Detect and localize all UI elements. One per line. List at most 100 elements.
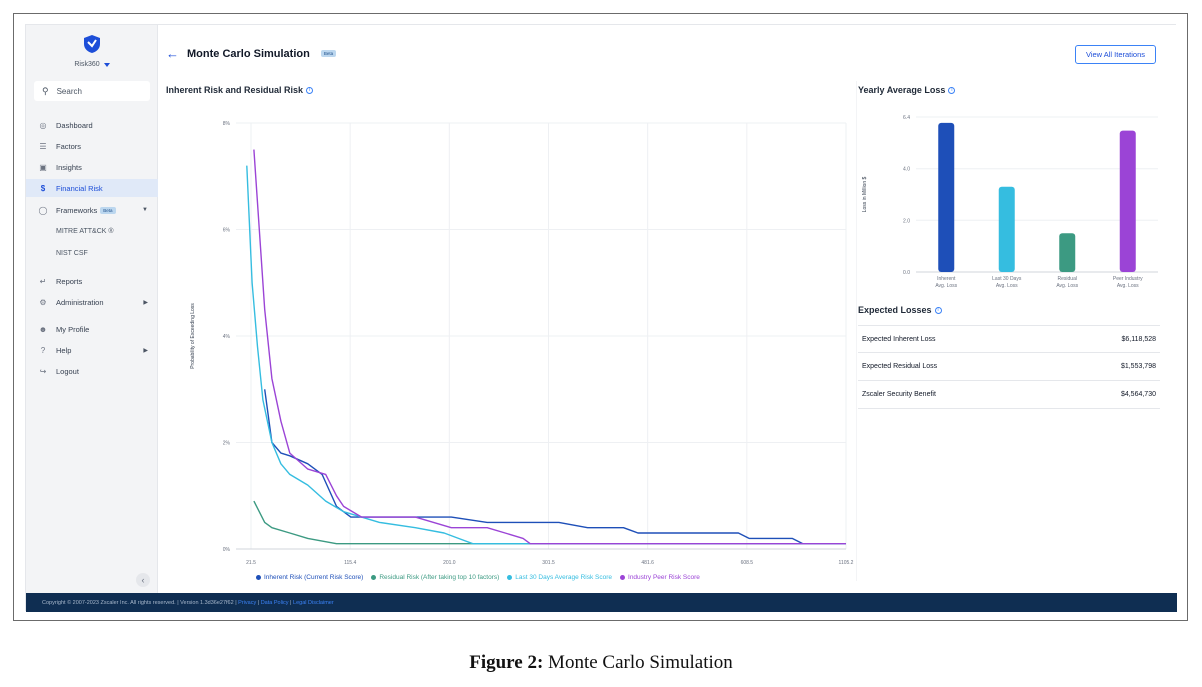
sidebar-item-help[interactable]: ? Help ▶ — [26, 341, 158, 359]
yearly-chart-title: Yearly Average Loss i — [858, 85, 956, 95]
caption-label: Figure 2: — [469, 652, 544, 673]
sidebar-item-reports[interactable]: ↵ Reports — [26, 272, 158, 290]
x-tick-label: Avg. Loss — [1117, 283, 1139, 289]
legend-dot — [620, 575, 626, 580]
x-tick-label: Residual — [1058, 276, 1077, 282]
risk-chart-title-text: Inherent Risk and Residual Risk — [166, 85, 304, 95]
series-line-industry — [253, 149, 846, 545]
risk-chart-title: Inherent Risk and Residual Risk i — [166, 85, 314, 95]
sidebar-item-label: My Profile — [56, 324, 90, 334]
sidebar-item-label: Logout — [56, 366, 79, 376]
sidebar-item-frameworks[interactable]: ◯ Frameworks Beta ▼ — [26, 201, 158, 219]
expected-losses-title-text: Expected Losses — [858, 305, 932, 315]
yearly-chart-title-text: Yearly Average Loss — [858, 85, 946, 95]
sidebar-item-label: Help — [56, 345, 72, 355]
x-tick-label: 301.5 — [542, 560, 555, 566]
gears-icon: ⚙ — [39, 297, 47, 307]
line-chart-icon: ↵ — [39, 276, 47, 286]
series-line-residual — [253, 500, 846, 545]
sidebar: Risk360 ⚲ Search ◎ Dashboard ☰ Factors ▣… — [26, 25, 158, 593]
row-value: $4,564,730 — [1120, 391, 1156, 398]
table-row: Zscaler Security Benefit $4,564,730 — [858, 381, 1160, 409]
beta-badge: Beta — [100, 207, 116, 215]
figure-caption: Figure 2: Monte Carlo Simulation — [0, 652, 1202, 674]
sidebar-item-label: Financial Risk — [56, 183, 103, 193]
figure-frame: Risk360 ⚲ Search ◎ Dashboard ☰ Factors ▣… — [13, 13, 1188, 621]
bar-0 — [938, 122, 955, 272]
briefcase-icon: ▣ — [39, 162, 47, 172]
x-tick-label: 481.6 — [641, 560, 654, 566]
footer-link-privacy[interactable]: Privacy — [238, 599, 257, 606]
sidebar-item-label: Frameworks Beta — [56, 206, 116, 215]
search-icon: ⚲ — [42, 85, 49, 96]
bar-3 — [1119, 130, 1136, 272]
sidebar-item-label: Administration — [56, 297, 104, 307]
dashboard-icon: ◎ — [39, 120, 47, 130]
sidebar-item-administration[interactable]: ⚙ Administration ▶ — [26, 293, 158, 311]
y-tick-label: 2.0 — [903, 218, 910, 224]
sidebar-item-dashboard[interactable]: ◎ Dashboard — [26, 116, 158, 134]
legend-dot — [507, 575, 513, 580]
sidebar-item-label: Factors — [56, 141, 82, 151]
y-tick-label: 0% — [223, 547, 231, 553]
app-footer: Copyright © 2007-2023 Zscaler Inc. All r… — [26, 593, 1177, 612]
y-tick-label: 6% — [223, 228, 231, 234]
sidebar-item-insights[interactable]: ▣ Insights — [26, 158, 158, 176]
sidebar-subitem-nist[interactable]: NIST CSF — [56, 250, 88, 257]
info-icon[interactable]: i — [948, 86, 956, 94]
row-value: $1,553,798 — [1120, 363, 1156, 370]
legend-label: Last 30 Days Average Risk Score — [515, 574, 613, 581]
legend-item-industry[interactable]: Industry Peer Risk Score — [620, 574, 700, 581]
legend-dot — [256, 575, 261, 580]
chart-legend: Inherent Risk (Current Risk Score) Resid… — [256, 574, 700, 581]
series-line-last30 — [246, 165, 846, 545]
bar-2 — [1059, 233, 1076, 272]
legend-label: Inherent Risk (Current Risk Score) — [264, 574, 364, 581]
sidebar-item-label: Reports — [56, 276, 83, 286]
expected-losses-table: Expected Inherent Loss $6,118,528 Expect… — [858, 325, 1160, 409]
page-header: ← Monte Carlo Simulation Beta — [166, 46, 337, 61]
view-all-iterations-button[interactable]: View All Iterations — [1075, 45, 1156, 64]
x-tick-label: 21.5 — [246, 560, 256, 566]
chevron-down-icon: ▼ — [142, 207, 148, 213]
sidebar-item-logout[interactable]: ↪ Logout — [26, 362, 158, 380]
app-window: Risk360 ⚲ Search ◎ Dashboard ☰ Factors ▣… — [25, 24, 1177, 612]
sidebar-subitem-mitre[interactable]: MITRE ATT&CK ® — [56, 228, 114, 235]
sidebar-item-label: Insights — [56, 162, 82, 172]
logout-icon: ↪ — [39, 366, 47, 376]
sidebar-item-financial-risk[interactable]: $ Financial Risk — [26, 179, 158, 197]
series-line-inherent — [264, 389, 846, 545]
info-icon[interactable]: i — [934, 306, 942, 314]
bar-1 — [998, 186, 1015, 272]
risk-line-chart: 0% 2% 4% 6% 8% 21.5 115.4 201.0 301.5 481.6 608.5 1… — [190, 121, 854, 566]
x-tick-label: Avg. Loss — [996, 283, 1018, 289]
y-tick-label: 8% — [223, 121, 231, 127]
legend-dot — [371, 575, 377, 580]
x-tick-label: 1105.2 — [839, 560, 854, 566]
legend-item-inherent[interactable]: Inherent Risk (Current Risk Score) — [256, 574, 363, 581]
legend-item-residual[interactable]: Residual Risk (After taking top 10 facto… — [371, 574, 499, 581]
x-tick-label: Inherent — [937, 276, 956, 282]
row-label: Zscaler Security Benefit — [862, 391, 936, 398]
y-tick-label: 0.0 — [903, 270, 910, 276]
footer-link-data-policy[interactable]: Data Policy — [260, 599, 289, 606]
search-input[interactable]: ⚲ Search — [34, 81, 150, 101]
x-tick-label: Peer Industry — [1113, 276, 1143, 282]
x-tick-label: 115.4 — [344, 560, 356, 566]
info-icon[interactable]: i — [306, 86, 314, 94]
app-logo[interactable]: Risk360 — [70, 34, 114, 68]
caption-text: Monte Carlo Simulation — [548, 652, 733, 673]
row-value: $6,118,528 — [1121, 335, 1156, 343]
x-tick-label: 201.0 — [443, 560, 456, 566]
sidebar-item-my-profile[interactable]: ☻ My Profile — [26, 320, 158, 338]
legend-item-last30[interactable]: Last 30 Days Average Risk Score — [507, 574, 612, 581]
x-tick-label: Avg. Loss — [1056, 283, 1078, 289]
x-tick-label: Last 30 Days — [992, 276, 1022, 282]
back-arrow-icon[interactable]: ← — [166, 46, 179, 61]
sidebar-item-factors[interactable]: ☰ Factors — [26, 137, 158, 155]
page-title: Monte Carlo Simulation — [187, 47, 310, 60]
table-row: Expected Residual Loss $1,553,798 — [858, 353, 1160, 381]
footer-link-legal[interactable]: Legal Disclaimer — [293, 599, 334, 606]
collapse-sidebar-button[interactable]: ‹ — [136, 573, 150, 587]
